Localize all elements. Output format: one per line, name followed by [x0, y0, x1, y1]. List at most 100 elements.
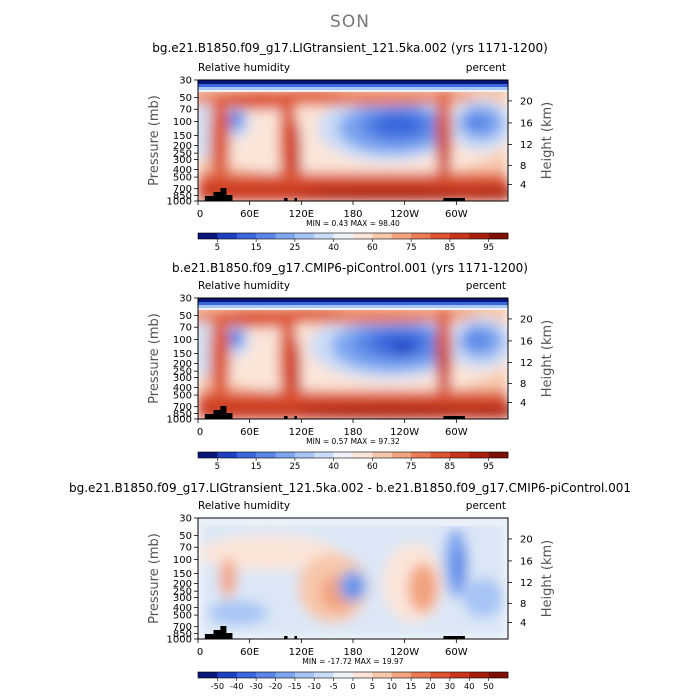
y-right-tick-label: 8	[520, 161, 526, 172]
x-tick-label: 120W	[390, 647, 419, 658]
y-tick-label: 100	[173, 117, 192, 128]
colorbar-swatch	[411, 233, 431, 239]
y-tick-label: 1000	[167, 635, 192, 646]
colorbar-swatch	[372, 233, 393, 239]
colorbar-tick-label: -30	[249, 681, 262, 691]
colorbar-tick-label: 15	[251, 243, 262, 253]
colorbar-tick-label: -40	[230, 681, 243, 691]
terrain-africa-peak	[220, 406, 227, 419]
colorbar-swatch	[236, 672, 257, 678]
colorbar-frame	[197, 232, 509, 240]
field-blob	[210, 95, 230, 185]
y-tick-label: 50	[179, 531, 192, 542]
colorbar-swatch	[353, 672, 373, 678]
colorbar-swatch	[217, 672, 238, 678]
colorbar-tick-label: 15	[406, 681, 416, 691]
colorbar-swatch	[372, 452, 393, 458]
colorbar-swatch	[314, 452, 334, 458]
terrain-africa-east	[226, 633, 233, 639]
y-right-tick-label: 20	[520, 96, 533, 107]
y-tick-label: 250	[173, 367, 192, 378]
colorbar-swatch	[198, 672, 218, 678]
colorbar-swatch	[488, 672, 509, 678]
field-strat-4	[198, 90, 508, 92]
terrain-africa-high	[213, 410, 226, 419]
panel-right-label: percent	[466, 280, 506, 292]
y-axis-label: Pressure (mb)	[147, 533, 162, 624]
colorbar-tick-label: -50	[211, 681, 224, 691]
y-right-tick-label: 20	[520, 534, 533, 545]
field-strat-3	[198, 305, 508, 308]
x-tick-label: 0	[197, 209, 203, 220]
terrain-south-america	[443, 198, 465, 201]
x-tick-label: 120E	[289, 427, 314, 438]
colorbar-tick-label: -10	[308, 681, 321, 691]
terrain-borneo	[294, 416, 298, 419]
y-tick-label: 700	[173, 402, 192, 413]
field-blob	[439, 343, 449, 403]
field-panel-1	[198, 80, 508, 201]
terrain-sumatra	[284, 198, 288, 201]
field-blob	[298, 405, 478, 417]
contour-field-smooth	[198, 298, 508, 419]
panel-title: b.e21.B1850.f09_g17.CMIP6-piControl.001 …	[172, 261, 528, 275]
y-tick-label: 850	[173, 409, 192, 420]
y-tick-label: 500	[173, 173, 192, 184]
field-blob	[466, 113, 490, 131]
colorbar-tick-label: -5	[330, 681, 338, 691]
colorbar-swatch	[430, 233, 451, 239]
colorbar-swatch	[217, 452, 238, 458]
y-tick-label: 70	[179, 323, 192, 334]
colorbar-tick-label: -20	[269, 681, 282, 691]
field-blob	[220, 558, 236, 598]
x-tick-label: 60W	[445, 209, 468, 220]
colorbar-swatch	[449, 452, 470, 458]
terrain-africa-peak	[220, 626, 227, 639]
y-tick-label: 500	[173, 391, 192, 402]
colorbar-swatch	[353, 233, 373, 239]
terrain-borneo	[294, 636, 298, 639]
y-right-tick-label: 12	[520, 140, 533, 151]
field-strat-3	[198, 87, 508, 90]
colorbar-tick-label: 20	[425, 681, 435, 691]
y-tick-label: 400	[173, 165, 192, 176]
terrain-borneo	[294, 198, 298, 201]
y-tick-label: 850	[173, 191, 192, 202]
x-tick-label: 120E	[289, 209, 314, 220]
y-tick-label: 850	[173, 629, 192, 640]
colorbar-swatch	[198, 452, 218, 458]
colorbar-swatch	[430, 672, 451, 678]
y-right-tick-label: 16	[520, 336, 533, 347]
colorbar-swatch	[236, 233, 257, 239]
colorbar-swatch	[275, 233, 296, 239]
field-strat-4	[198, 308, 508, 310]
terrain-sumatra	[284, 416, 288, 419]
colorbar-swatch	[488, 233, 509, 239]
colorbar-3: -50 -40 -30 -20 -15 -10 -5 0 5 10 15 20 30 40 50	[197, 671, 509, 691]
y-tick-label: 150	[173, 569, 192, 580]
colorbar-tick-label: 40	[464, 681, 474, 691]
y-tick-label: 70	[179, 105, 192, 116]
colorbar-swatch	[411, 452, 431, 458]
terrain-sumatra	[284, 636, 288, 639]
colorbar-swatch	[449, 233, 470, 239]
x-tick-label: 120W	[390, 209, 419, 220]
field-blob	[439, 125, 449, 185]
x-tick-label: 120W	[390, 427, 419, 438]
colorbar-2: 5 15 25 40 60 75 85 95	[197, 451, 509, 472]
y-tick-label: 500	[173, 611, 192, 622]
field-blob	[408, 563, 438, 613]
x-tick-label: 180	[343, 647, 362, 658]
y-tick-label: 100	[173, 555, 192, 566]
colorbar-tick-label: 40	[328, 243, 339, 253]
x-tick-label: 180	[343, 427, 362, 438]
y-right-tick-label: 4	[520, 180, 526, 191]
field-blob	[463, 406, 508, 416]
field-strat-2	[198, 302, 508, 305]
panel-right-label: percent	[466, 62, 506, 74]
colorbar-swatch	[333, 672, 354, 678]
colorbar-swatch	[314, 672, 334, 678]
